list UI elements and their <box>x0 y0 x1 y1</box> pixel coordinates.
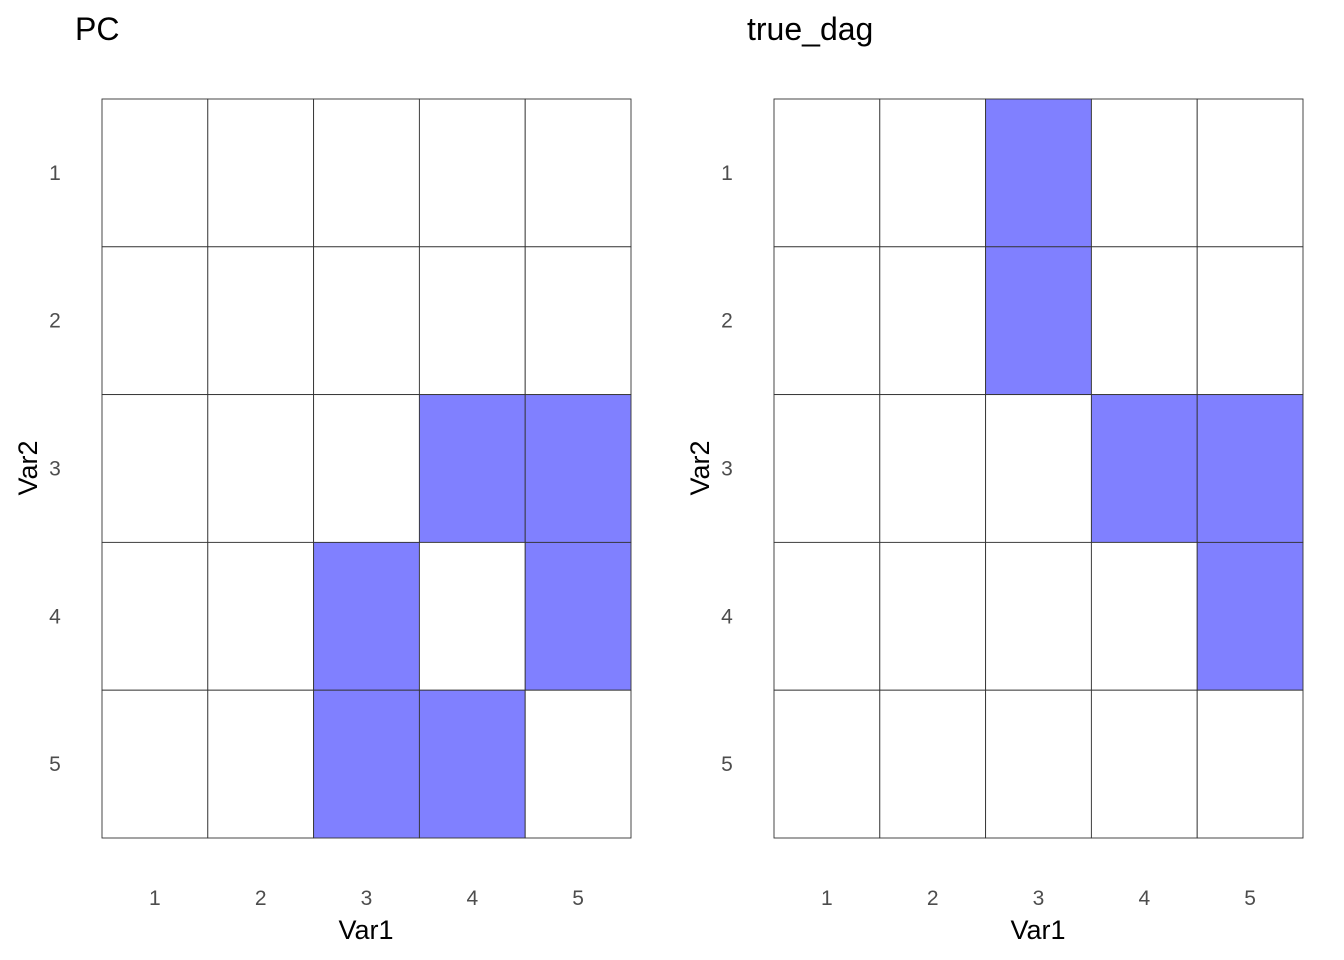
x-tick-label: 3 <box>1033 887 1045 910</box>
x-tick-label: 4 <box>466 887 478 910</box>
y-tick-label: 5 <box>49 753 61 776</box>
heatmap-cell-r1-c2 <box>207 98 315 248</box>
heatmap-cell-r1-c5 <box>524 98 632 248</box>
heatmap-cell-r1-c5 <box>1196 98 1304 248</box>
x-tick-labels: 1 2 3 4 5 <box>821 887 1256 910</box>
heatmap-cell-r5-c3 <box>313 689 420 839</box>
y-tick-label: 2 <box>49 310 61 333</box>
y-tick-label: 1 <box>721 162 733 185</box>
y-tick-label: 3 <box>49 458 61 481</box>
heatmap-cell-r3-c4 <box>1090 394 1198 543</box>
x-tick-label: 1 <box>149 887 161 910</box>
heatmap-cell-r5-c2 <box>879 689 987 839</box>
y-tick-label: 2 <box>721 310 733 333</box>
heatmap-cell-r4-c2 <box>879 541 987 691</box>
y-tick-label: 4 <box>49 605 61 628</box>
x-tick-label: 5 <box>1244 887 1256 910</box>
heatmap-cell-r5-c2 <box>207 689 315 839</box>
x-tick-labels: 1 2 3 4 5 <box>149 887 584 910</box>
heatmap-cell-r2-c5 <box>1196 246 1304 396</box>
heatmap-cell-r4-c5 <box>1196 541 1304 691</box>
heatmap-cell-r5-c4 <box>1090 689 1198 839</box>
x-axis-title: Var1 <box>1010 915 1065 945</box>
y-tick-label: 5 <box>721 753 733 776</box>
heatmap-cell-r4-c1 <box>101 541 209 691</box>
heatmap-cell-r2-c2 <box>207 246 315 396</box>
heatmap-cell-r1-c3 <box>985 98 1092 248</box>
panel-title: PC <box>75 11 119 47</box>
y-axis-title: Var2 <box>13 440 43 495</box>
heatmap-cell-r5-c5 <box>524 689 632 839</box>
heatmap-cells <box>101 98 632 839</box>
heatmap-cell-r3-c2 <box>207 394 315 543</box>
heatmap-cell-r3-c1 <box>101 394 209 543</box>
heatmap-cell-r3-c3 <box>313 394 420 543</box>
heatmap-cell-r3-c3 <box>985 394 1092 543</box>
heatmap-cell-r3-c4 <box>418 394 526 543</box>
heatmap-cell-r4-c5 <box>524 541 632 691</box>
heatmap-cell-r2-c4 <box>418 246 526 396</box>
x-tick-label: 1 <box>821 887 833 910</box>
heatmap-cell-r2-c4 <box>1090 246 1198 396</box>
heatmap-cell-r3-c2 <box>879 394 987 543</box>
y-tick-labels: 1 2 3 4 5 <box>49 162 61 776</box>
heatmap-cell-r2-c5 <box>524 246 632 396</box>
heatmap-panel-true-dag: true_dag 1 2 3 4 5 1 2 3 4 5 Var1 Var2 <box>685 11 1304 945</box>
heatmap-cell-r3-c1 <box>773 394 881 543</box>
y-axis-title: Var2 <box>685 440 715 495</box>
heatmap-cell-r2-c3 <box>313 246 420 396</box>
heatmap-cell-r3-c5 <box>1196 394 1304 543</box>
x-tick-label: 3 <box>361 887 373 910</box>
heatmap-cell-r1-c4 <box>1090 98 1198 248</box>
heatmap-cell-r2-c1 <box>101 246 209 396</box>
y-tick-label: 1 <box>49 162 61 185</box>
heatmap-cell-r4-c1 <box>773 541 881 691</box>
x-tick-label: 2 <box>255 887 267 910</box>
heatmap-cell-r1-c2 <box>879 98 987 248</box>
heatmap-cell-r5-c1 <box>101 689 209 839</box>
x-tick-label: 4 <box>1138 887 1150 910</box>
heatmap-cell-r1-c4 <box>418 98 526 248</box>
y-tick-labels: 1 2 3 4 5 <box>721 162 733 776</box>
panel-title: true_dag <box>747 11 873 47</box>
heatmap-cell-r3-c5 <box>524 394 632 543</box>
y-tick-label: 4 <box>721 605 733 628</box>
heatmap-cell-r2-c3 <box>985 246 1092 396</box>
heatmap-cells <box>773 98 1304 839</box>
heatmap-cell-r5-c5 <box>1196 689 1304 839</box>
heatmap-cell-r5-c3 <box>985 689 1092 839</box>
heatmap-cell-r4-c3 <box>985 541 1092 691</box>
heatmap-cell-r2-c1 <box>773 246 881 396</box>
x-tick-label: 5 <box>572 887 584 910</box>
heatmap-cell-r4-c4 <box>418 541 526 691</box>
heatmap-cell-r1-c1 <box>101 98 209 248</box>
heatmap-cell-r2-c2 <box>879 246 987 396</box>
x-axis-title: Var1 <box>338 915 393 945</box>
x-tick-label: 2 <box>927 887 939 910</box>
heatmap-panel-pc: PC 1 2 3 4 5 1 2 3 4 5 Var1 Var2 <box>13 11 632 945</box>
heatmap-cell-r4-c2 <box>207 541 315 691</box>
heatmap-cell-r5-c4 <box>418 689 526 839</box>
y-tick-label: 3 <box>721 458 733 481</box>
heatmap-cell-r5-c1 <box>773 689 881 839</box>
heatmap-cell-r1-c1 <box>773 98 881 248</box>
heatmap-cell-r4-c3 <box>313 541 420 691</box>
heatmap-cell-r4-c4 <box>1090 541 1198 691</box>
heatmap-cell-r1-c3 <box>313 98 420 248</box>
